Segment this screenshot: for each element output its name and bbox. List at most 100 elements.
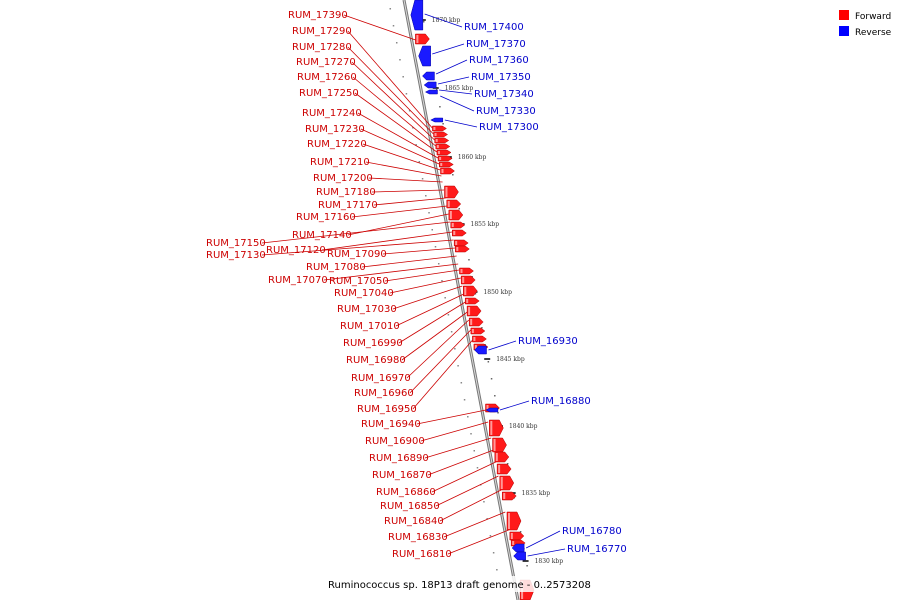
forward-gene-arrow [444, 185, 459, 199]
ruler-dot [460, 382, 463, 384]
ruler-dot [473, 450, 475, 452]
forward-gene-label: RUM_17070 [268, 275, 328, 286]
ruler-tick-label: 1845 kbp [496, 356, 525, 363]
ruler-dot [487, 361, 490, 363]
forward-leader-line [373, 197, 446, 206]
genome-backbone [402, 0, 520, 600]
forward-gene-label: RUM_16870 [372, 470, 432, 481]
forward-gene-highlight [451, 223, 454, 227]
forward-gene-label: RUM_16940 [361, 419, 421, 430]
forward-gene-label: RUM_16860 [376, 487, 436, 498]
forward-gene-highlight [493, 439, 496, 451]
reverse-gene-arrow [485, 407, 499, 413]
forward-gene-highlight [449, 211, 452, 219]
forward-gene-arrow [466, 305, 482, 317]
ruler-dot [421, 178, 424, 180]
ruler-dot [447, 314, 450, 316]
forward-gene-label: RUM_17010 [340, 321, 400, 332]
forward-leader-line [412, 339, 473, 410]
forward-gene-highlight [436, 145, 439, 148]
reverse-gene-arrow [430, 117, 444, 123]
reverse-gene-label: RUM_17340 [474, 89, 534, 100]
forward-leader-line [443, 511, 506, 538]
reverse-gene-arrow [474, 345, 487, 355]
forward-gene-label: RUM_17140 [292, 230, 352, 241]
reverse-leader-line [439, 89, 473, 95]
forward-gene-label: RUM_17050 [329, 276, 389, 287]
label-leader-lines [261, 13, 566, 557]
ruler-dot [415, 144, 417, 146]
forward-leader-line [347, 30, 433, 129]
reverse-gene-label: RUM_17360 [469, 55, 529, 66]
forward-gene-highlight [445, 187, 448, 197]
ruler-dot [428, 212, 430, 214]
ruler-dot [519, 531, 522, 533]
reverse-gene-arrow [410, 0, 424, 31]
forward-leader-line [361, 255, 457, 268]
reverse-leader-line [527, 548, 566, 557]
forward-gene-label: RUM_17290 [292, 26, 352, 37]
forward-gene-label: RUM_17240 [302, 108, 362, 119]
forward-gene-arrow [452, 229, 467, 237]
forward-gene-label: RUM_16810 [392, 549, 452, 560]
forward-leader-line [389, 277, 461, 294]
reverse-leader-line [424, 13, 463, 28]
forward-gene-highlight [471, 329, 474, 333]
forward-leader-line [416, 409, 486, 425]
forward-gene-highlight [464, 287, 467, 295]
ruler-tick-label: 1865 kbp [445, 85, 474, 92]
ruler-dot [490, 378, 493, 380]
ruler-dot [468, 259, 470, 261]
forward-gene-label: RUM_17120 [266, 245, 326, 256]
forward-leader-line [368, 177, 443, 183]
forward-gene-highlight [433, 127, 436, 130]
forward-gene-highlight [456, 247, 459, 251]
forward-gene-arrow [432, 125, 447, 132]
forward-gene-highlight [439, 157, 442, 160]
forward-leader-line [392, 285, 463, 310]
forward-leader-line [351, 61, 435, 141]
forward-gene-label: RUM_17250 [299, 88, 359, 99]
forward-gene-arrow [435, 143, 451, 150]
forward-gene-arrow [492, 437, 507, 453]
reverse-gene-label: RUM_16880 [531, 396, 591, 407]
legend-reverse-label: Reverse [855, 28, 892, 38]
forward-gene-arrow [455, 245, 470, 253]
forward-gene-arrow [440, 167, 455, 175]
ruler-dot [489, 535, 492, 537]
ruler-dot [463, 399, 466, 401]
forward-gene-label: RUM_17040 [334, 288, 394, 299]
forward-gene-label: RUM_16970 [351, 373, 411, 384]
forward-gene-arrow [459, 267, 474, 275]
forward-leader-line [427, 449, 494, 476]
forward-gene-label: RUM_17160 [296, 212, 356, 223]
forward-leader-line [323, 263, 459, 281]
forward-gene-highlight [460, 269, 463, 273]
caption-background [324, 576, 576, 592]
forward-gene-arrow [509, 531, 525, 541]
ruler-tick-label: 1870 kbp [432, 17, 461, 24]
ruler-dot [492, 552, 495, 554]
map-caption: Ruminococcus sp. 18P13 draft genome - 0.… [328, 580, 591, 591]
ruler-dot [467, 416, 469, 418]
forward-gene-highlight [455, 241, 458, 245]
forward-gene-highlight [512, 541, 515, 545]
forward-gene-highlight [437, 151, 440, 154]
forward-gene-highlight [507, 513, 510, 529]
forward-gene-highlight [440, 163, 443, 166]
forward-gene-label: RUM_16960 [354, 388, 414, 399]
ruler-dot [439, 106, 441, 108]
ruler-dot [526, 565, 528, 567]
ruler-dot [431, 229, 434, 231]
forward-gene-label: RUM_17260 [297, 72, 357, 83]
forward-gene-arrow [446, 199, 462, 209]
reverse-leader-line [437, 76, 470, 85]
ruler-dot [483, 501, 485, 503]
reverse-gene-arrow [424, 89, 438, 95]
forward-gene-arrow [433, 131, 449, 138]
forward-leader-line [321, 231, 453, 251]
forward-gene-highlight [473, 337, 476, 341]
forward-gene-label: RUM_17150 [206, 238, 266, 249]
reverse-gene-label: RUM_17330 [476, 106, 536, 117]
